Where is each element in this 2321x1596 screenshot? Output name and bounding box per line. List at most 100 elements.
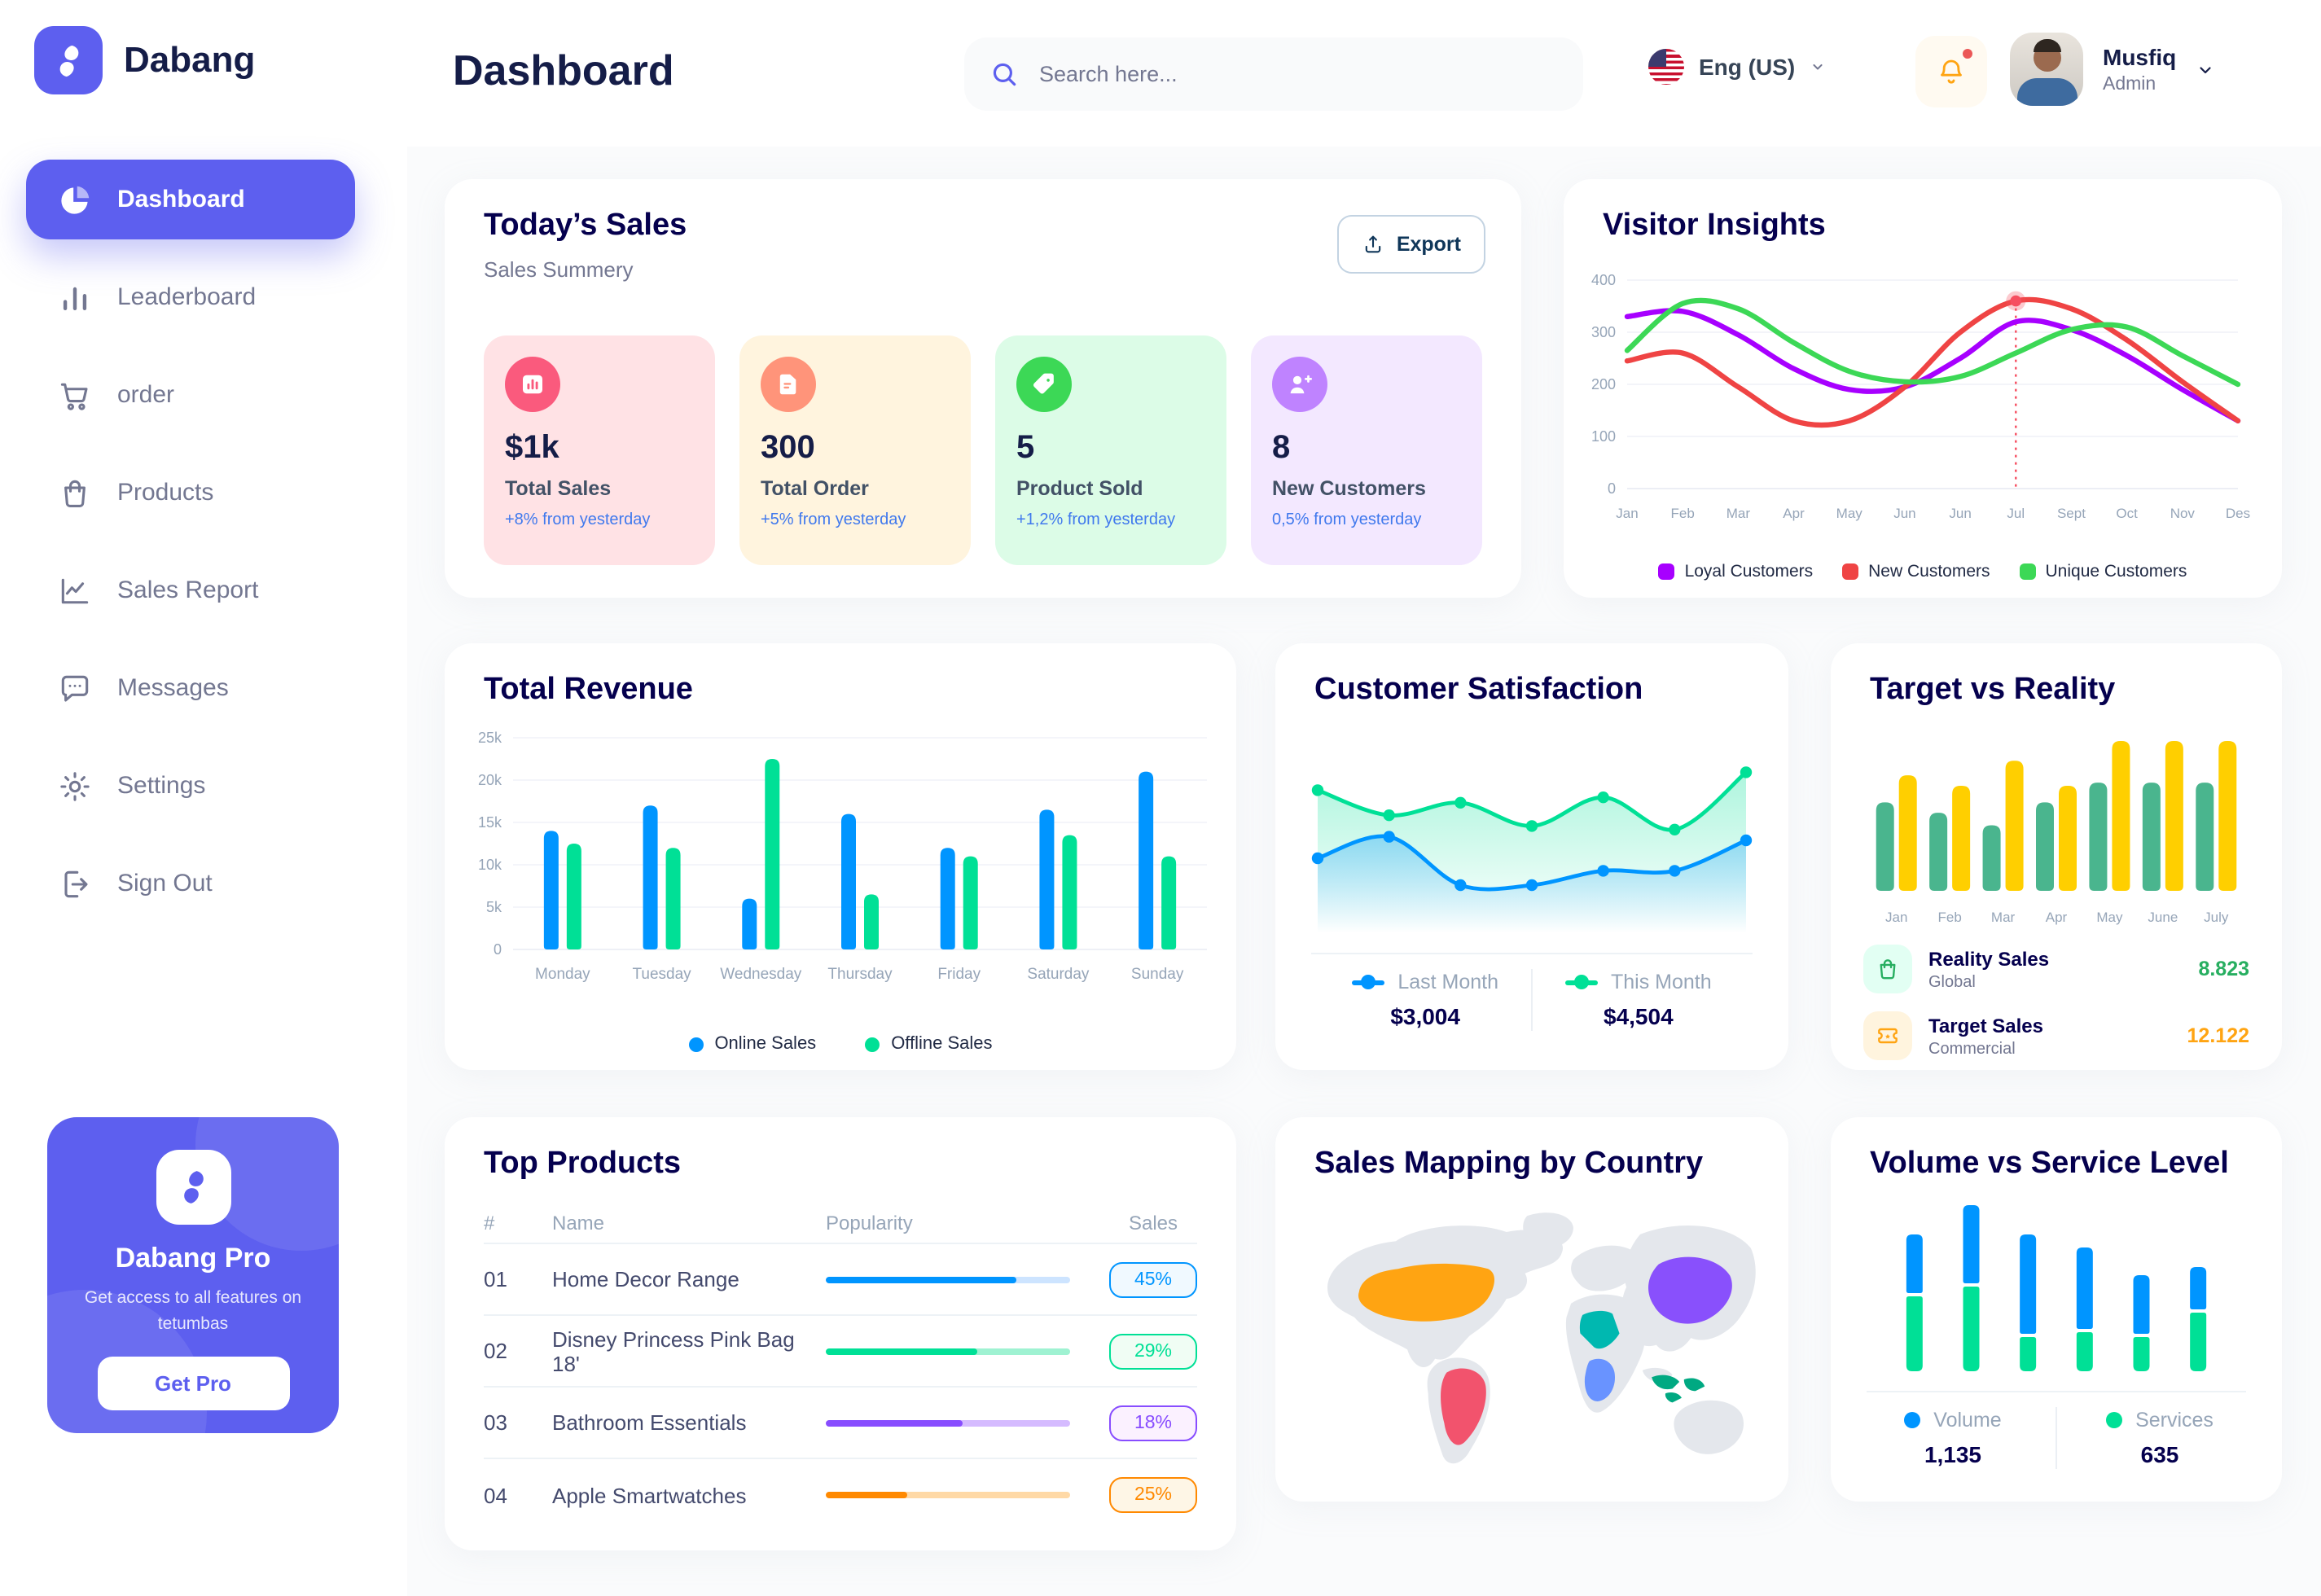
sidebar-item-label: Products: [117, 479, 214, 506]
svg-text:Jan: Jan: [1616, 506, 1638, 521]
sidebar-item-label: Sales Report: [117, 577, 259, 604]
svg-text:25k: 25k: [478, 730, 502, 746]
stat-delta: +5% from yesterday: [761, 511, 906, 529]
sidebar-item-dashboard[interactable]: Dashboard: [26, 160, 355, 239]
page-title: Dashboard: [453, 46, 674, 94]
legend-label: This Month: [1611, 971, 1712, 993]
sidebar-item-label: Dashboard: [117, 186, 245, 213]
chart-bars-icon: [505, 357, 560, 412]
svg-text:0: 0: [494, 941, 502, 958]
sign-out-icon: [57, 866, 93, 901]
svg-text:Oct: Oct: [2116, 506, 2138, 521]
legend-label: Volume: [1933, 1409, 2002, 1432]
product-num: 01: [484, 1267, 507, 1291]
svg-text:300: 300: [1591, 324, 1616, 340]
pro-logo-icon: [156, 1150, 230, 1225]
pro-title: Dabang Pro: [115, 1243, 271, 1274]
target-vs-reality-chart: Jan Feb Mar Apr May June July: [1850, 718, 2262, 933]
pro-subtitle: Get access to all features on tetumbas: [84, 1288, 302, 1334]
svg-text:Apr: Apr: [1783, 506, 1805, 521]
language-selector[interactable]: Eng (US): [1648, 49, 1826, 85]
legend-item-services: Services 635: [2090, 1409, 2230, 1467]
world-map: [1301, 1199, 1762, 1482]
stat-value: $1k: [505, 430, 559, 466]
user-plus-icon: [1272, 357, 1327, 412]
stat-delta: +8% from yesterday: [505, 511, 651, 529]
us-flag-icon: [1648, 49, 1684, 85]
user-role: Admin: [2103, 75, 2156, 94]
legend-value: 635: [2140, 1441, 2179, 1467]
sidebar: Dabang Dashboard Leaderboard order Products…: [0, 0, 407, 1596]
stat-value: 5: [1016, 430, 1035, 466]
customer-satisfaction-legend: Last Month $3,004 This Month $4,504: [1275, 969, 1788, 1031]
svg-text:15k: 15k: [478, 814, 502, 831]
chevron-down-icon: [2196, 59, 2215, 79]
popularity-bar: [826, 1419, 1070, 1426]
legend-divider: [1531, 969, 1533, 1031]
notifications-button[interactable]: [1915, 36, 1987, 107]
map-country-usa: [1358, 1263, 1495, 1322]
sidebar-item-sign-out[interactable]: Sign Out: [26, 844, 355, 923]
svg-text:June: June: [2148, 910, 2178, 925]
svg-text:Mar: Mar: [1726, 506, 1751, 521]
stat-card-total-sales: $1k Total Sales +8% from yesterday: [484, 335, 715, 565]
svg-text:Wednesday: Wednesday: [720, 966, 801, 983]
brand: Dabang: [34, 26, 255, 94]
visitor-insights-title: Visitor Insights: [1603, 208, 1826, 243]
target-vs-reality-card: Target vs Reality Jan Feb Mar Apr May June Jul…: [1831, 643, 2282, 1070]
legend-item-online-sales: Online Sales: [688, 1034, 816, 1054]
sidebar-item-label: Messages: [117, 674, 229, 702]
brand-name: Dabang: [124, 39, 256, 80]
map-europe: [1571, 1245, 1639, 1291]
sidebar-item-leaderboard[interactable]: Leaderboard: [26, 257, 355, 337]
legend-item-target-sales: Target Sales Commercial 12.122: [1863, 1006, 2249, 1065]
total-revenue-legend: Online Sales Offline Sales: [445, 1034, 1236, 1054]
legend-label: Last Month: [1397, 971, 1498, 993]
sidebar-item-settings[interactable]: Settings: [26, 746, 355, 826]
sidebar-item-label: Sign Out: [117, 870, 213, 897]
get-pro-button[interactable]: Get Pro: [97, 1356, 289, 1410]
user-menu[interactable]: Musfiq Admin: [2010, 33, 2215, 106]
svg-text:Sunday: Sunday: [1131, 966, 1184, 983]
user-name: Musfiq: [2103, 44, 2177, 70]
column-sales: Sales: [1128, 1211, 1178, 1234]
map-country-saudi-arabia: [1579, 1310, 1620, 1349]
stats-row: $1k Total Sales +8% from yesterday 300 Total…: [484, 335, 1482, 565]
product-num: 02: [484, 1339, 507, 1363]
legend-divider: [2056, 1407, 2057, 1469]
todays-sales-subtitle: Sales Summery: [484, 257, 634, 282]
legend-item-loyal-customers: Loyal Customers: [1658, 562, 1813, 581]
bag-icon: [57, 475, 93, 511]
legend-value: 1,135: [1924, 1441, 1982, 1467]
export-button[interactable]: Export: [1337, 215, 1485, 274]
stat-card-new-customers: 8 New Customers 0,5% from yesterday: [1251, 335, 1482, 565]
export-label: Export: [1396, 233, 1461, 256]
svg-text:Jun: Jun: [1893, 506, 1915, 521]
sidebar-item-products[interactable]: Products: [26, 453, 355, 533]
sidebar-item-messages[interactable]: Messages: [26, 648, 355, 728]
svg-text:100: 100: [1591, 428, 1616, 445]
sidebar-item-order[interactable]: order: [26, 355, 355, 435]
svg-text:Sept: Sept: [2057, 506, 2086, 521]
sales-badge: 18%: [1109, 1405, 1197, 1440]
table-row: 03 Bathroom Essentials 18%: [484, 1388, 1197, 1459]
legend-item-new-customers: New Customers: [1842, 562, 1990, 581]
search-input[interactable]: [1036, 60, 1559, 88]
legend-item-last-month: Last Month $3,004: [1352, 971, 1498, 1029]
avatar: [2010, 33, 2083, 106]
table-row: 04 Apple Smartwatches 25%: [484, 1459, 1197, 1531]
product-num: 03: [484, 1410, 507, 1435]
sidebar-item-sales-report[interactable]: Sales Report: [26, 550, 355, 630]
popularity-bar: [826, 1276, 1070, 1282]
svg-text:Feb: Feb: [1937, 910, 1961, 925]
search-bar: [964, 37, 1583, 111]
target-vs-reality-title: Target vs Reality: [1870, 673, 2116, 707]
map-australia: [1674, 1400, 1744, 1454]
legend-value: $4,504: [1604, 1003, 1674, 1029]
legend-item-this-month: This Month $4,504: [1565, 971, 1712, 1029]
sales-mapping-title: Sales Mapping by Country: [1314, 1147, 1704, 1181]
message-icon: [57, 670, 93, 706]
sidebar-item-label: Leaderboard: [117, 283, 257, 311]
svg-text:Feb: Feb: [1671, 506, 1695, 521]
volume-vs-service-legend: Volume 1,135 Services 635: [1831, 1407, 2282, 1469]
